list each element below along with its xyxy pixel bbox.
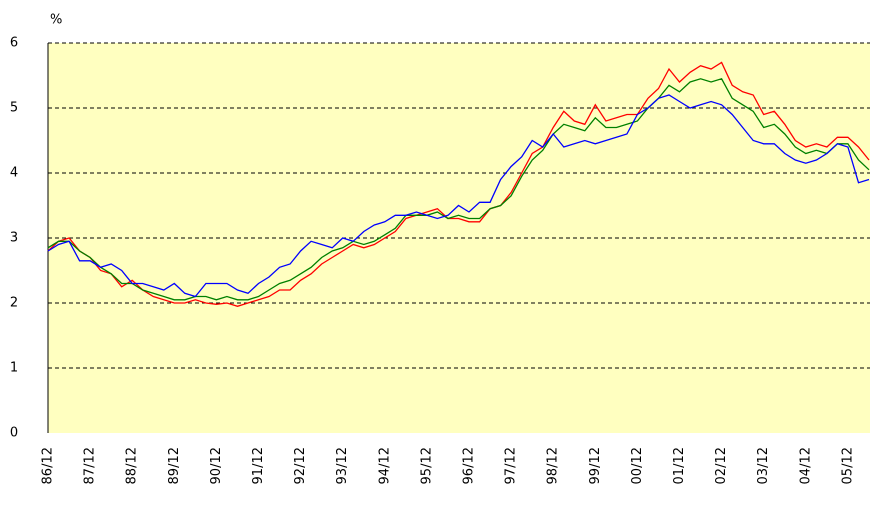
x-tick-label: 96/12 [462, 447, 477, 484]
x-tick-label: 04/12 [798, 447, 813, 484]
x-tick-label: 95/12 [419, 447, 434, 484]
y-tick-label: 4 [10, 166, 18, 181]
x-tick-label: 99/12 [588, 447, 603, 484]
y-tick-label: 2 [10, 296, 18, 311]
plot-area [48, 43, 870, 433]
x-tick-label: 03/12 [756, 447, 771, 484]
series-line [47, 94, 870, 298]
x-tick-label: 88/12 [125, 447, 140, 484]
x-tick-label: 00/12 [630, 447, 645, 484]
x-tick-label: 97/12 [504, 447, 519, 484]
y-tick-label: 6 [10, 36, 18, 51]
y-tick-label: 1 [10, 361, 18, 376]
x-tick-label: 01/12 [672, 447, 687, 484]
x-tick-label: 98/12 [546, 447, 561, 484]
y-axis-label: % [50, 13, 62, 28]
x-tick-label: 91/12 [251, 447, 266, 484]
x-tick-label: 94/12 [377, 447, 392, 484]
x-tick-label: 93/12 [335, 447, 350, 484]
y-tick-label: 0 [10, 426, 18, 441]
series-line [47, 78, 870, 301]
x-tick-label: 86/12 [41, 447, 56, 484]
y-tick-label: 3 [10, 231, 18, 246]
series-line [47, 61, 870, 307]
x-tick-label: 92/12 [293, 447, 308, 484]
x-tick-label: 87/12 [83, 447, 98, 484]
x-tick-label: 89/12 [167, 447, 182, 484]
x-tick-label: 05/12 [840, 447, 855, 484]
x-tick-label: 90/12 [209, 447, 224, 484]
x-tick-label: 02/12 [714, 447, 729, 484]
y-tick-label: 5 [10, 101, 18, 116]
